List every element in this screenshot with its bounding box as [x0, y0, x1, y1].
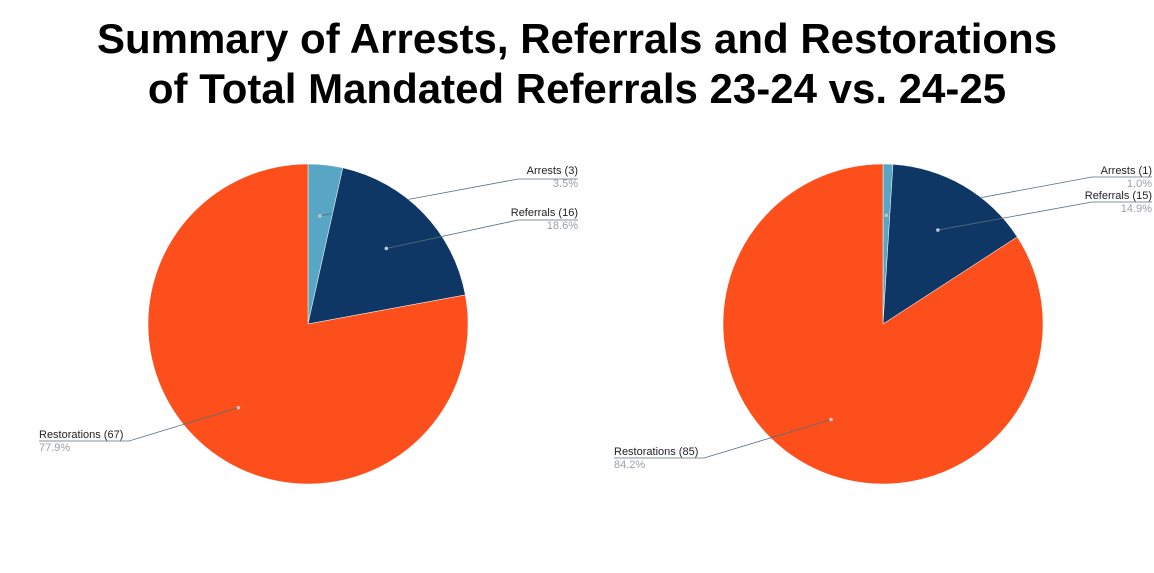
slice-percent-restorations: 77.9% — [39, 442, 70, 454]
slice-percent-referrals: 14.9% — [1121, 203, 1152, 215]
slice-label-arrests: Arrests (1) — [1101, 165, 1152, 177]
pie-chart-24-25: Arrests (1)1.0%Referrals (15)14.9% Restor… — [614, 163, 1152, 485]
slice-label-arrests: Arrests (3) — [527, 165, 578, 177]
leader-dot-restorations — [829, 417, 833, 422]
chart-title: Summary of Arrests, Referrals and Restor… — [0, 14, 1154, 114]
leader-dot-restorations — [236, 405, 241, 410]
slice-percent-referrals: 18.6% — [547, 220, 578, 232]
leader-line-referrals — [386, 219, 578, 249]
pie-chart-23-24: Arrests (3)3.5% Referrals (16)18.6% Restor… — [39, 163, 578, 485]
chart-title-line-2: of Total Mandated Referrals 23-24 vs. 24… — [147, 65, 1007, 112]
pie-slice-referrals — [882, 164, 1018, 325]
slice-percent-restorations: 84.2% — [614, 459, 645, 471]
slice-percent-arrests: 1.0% — [1127, 178, 1152, 190]
leader-line-restorations — [39, 407, 239, 442]
slice-label-referrals: Referrals (15) — [1085, 190, 1152, 202]
slice-label-restorations: Restorations (85) — [614, 446, 698, 458]
chart-title-line-1: Summary of Arrests, Referrals and Restor… — [96, 15, 1058, 62]
leader-line-referrals — [937, 201, 1152, 231]
slice-label-restorations: Restorations (67) — [39, 429, 123, 441]
pie-slice-referrals — [307, 167, 466, 325]
slice-percent-arrests: 3.5% — [553, 178, 578, 190]
leader-dot-referrals — [936, 228, 940, 232]
pie-slice-restorations — [147, 163, 469, 485]
pie-slice-restorations — [722, 163, 1044, 485]
leader-dot-referrals — [384, 246, 389, 251]
leader-line-restorations — [614, 419, 832, 459]
slice-label-referrals: Referrals (16) — [511, 207, 578, 219]
leader-dot-arrests — [884, 213, 889, 218]
leader-dot-arrests — [318, 214, 322, 218]
